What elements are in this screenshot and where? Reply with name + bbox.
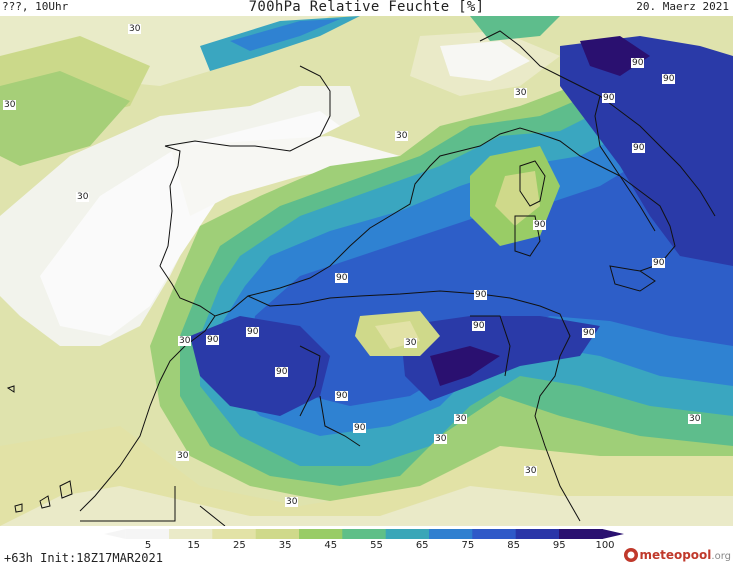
forecast-time: ???, 10Uhr [2,0,69,13]
colorbar-tick: 65 [415,540,429,551]
colorbar-step [342,529,387,539]
contour-label: 30 [285,497,299,507]
contour-label: 30 [395,131,409,141]
contour-label: 90 [602,93,616,103]
colorbar-step [212,529,257,539]
legend: 5 15 25 35 45 55 65 75 85 95 100 +63h Init:18Z17MA… [0,526,733,566]
colorbar-step [255,529,300,539]
colorbar [104,529,624,539]
colorbar-tick: 85 [507,540,520,551]
logo-text: meteopool.org [639,548,731,562]
colorbar-tick: 5 [144,540,152,551]
colorbar-max-arrow [602,529,624,539]
colorbar-tick: 45 [324,540,338,551]
contour-label: 90 [206,335,220,345]
init-time: +63h Init:18Z17MAR2021 [4,551,163,565]
contour-label: 30 [454,414,468,424]
colorbar-min-arrow [104,529,126,539]
contour-label: 90 [472,321,486,331]
colorbar-tick: 95 [552,540,566,551]
colorbar-step [429,529,473,539]
contour-label: 30 [688,414,702,424]
colorbar-step [515,529,560,539]
contour-label: 30 [524,466,538,476]
contour-label: 30 [3,100,17,110]
contour-label: 30 [404,338,418,348]
colorbar-tick: 25 [233,540,246,551]
contour-label: 90 [474,290,488,300]
contour-label: 90 [246,327,260,337]
contour-label: 90 [632,143,646,153]
contour-label: 90 [631,58,645,68]
contour-label: 90 [275,367,289,377]
colorbar-tick: 55 [370,540,383,551]
humidity-map: 30 30 30 30 30 30 30 30 30 30 30 30 30 90 90 90 90 90 90 90… [0,16,733,526]
logo-icon [624,548,639,562]
contour-label: 30 [76,192,90,202]
contour-label: 90 [652,258,666,268]
colorbar-step [385,529,430,539]
contour-label: 30 [128,24,142,34]
colorbar-step [472,529,517,539]
map-title: 700hPa Relative Feuchte [%] [248,0,485,15]
colorbar-step [125,529,170,539]
colorbar-step [169,529,213,539]
humidity-field [0,16,733,526]
contour-label: 90 [335,273,349,283]
colorbar-tick: 15 [187,540,201,551]
contour-label: 30 [176,451,190,461]
contour-label: 90 [533,220,547,230]
colorbar-tick: 100 [595,540,615,551]
contour-label: 90 [662,74,676,84]
contour-label: 90 [582,328,596,338]
colorbar-step [299,529,343,539]
colorbar-tick: 35 [278,540,292,551]
meteopool-logo: meteopool.org [623,546,731,564]
contour-label: 90 [353,423,367,433]
contour-label: 30 [514,88,528,98]
header: ???, 10Uhr 700hPa Relative Feuchte [%] 2… [0,0,733,16]
colorbar-tick: 75 [461,540,475,551]
colorbar-step [559,529,603,539]
contour-label: 30 [178,336,192,346]
contour-label: 30 [434,434,448,444]
contour-label: 90 [335,391,349,401]
forecast-date: 20. Maerz 2021 [636,0,729,13]
